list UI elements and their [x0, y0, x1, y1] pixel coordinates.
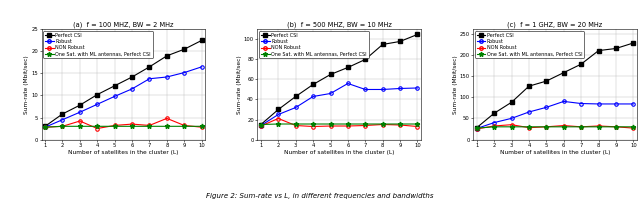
Y-axis label: Sum-rate (Mbit/sec): Sum-rate (Mbit/sec): [237, 55, 242, 114]
X-axis label: Number of satellites in the cluster (L): Number of satellites in the cluster (L): [68, 150, 179, 155]
Legend: Perfect CSI, Robust, NON Robust, One Sat. with ML antennas, Perfect CSI: Perfect CSI, Robust, NON Robust, One Sat…: [43, 31, 153, 58]
Y-axis label: Sum-rate (Mbit/sec): Sum-rate (Mbit/sec): [24, 55, 29, 114]
Text: Figure 2: Sum-rate vs L, in different frequencies and bandwidths: Figure 2: Sum-rate vs L, in different fr…: [206, 193, 434, 199]
X-axis label: Number of satellites in the cluster (L): Number of satellites in the cluster (L): [500, 150, 611, 155]
Title: (a)  f = 100 MHZ, BW = 2 MHz: (a) f = 100 MHZ, BW = 2 MHz: [73, 22, 173, 28]
Y-axis label: Sum-rate (Mbit/sec): Sum-rate (Mbit/sec): [452, 55, 458, 114]
Legend: Perfect CSI, Robust, NON Robust, One Sat. with ML antennas, Perfect CSI: Perfect CSI, Robust, NON Robust, One Sat…: [475, 31, 584, 58]
Title: (b)  f = 500 MHZ, BW = 10 MHz: (b) f = 500 MHZ, BW = 10 MHz: [287, 22, 392, 28]
Title: (c)  f = 1 GHZ, BW = 20 MHz: (c) f = 1 GHZ, BW = 20 MHz: [508, 22, 603, 28]
X-axis label: Number of satellites in the cluster (L): Number of satellites in the cluster (L): [284, 150, 394, 155]
Legend: Perfect CSI, Robust, NON Robust, One Sat. with ML antennas, Perfect CSI: Perfect CSI, Robust, NON Robust, One Sat…: [259, 31, 369, 58]
